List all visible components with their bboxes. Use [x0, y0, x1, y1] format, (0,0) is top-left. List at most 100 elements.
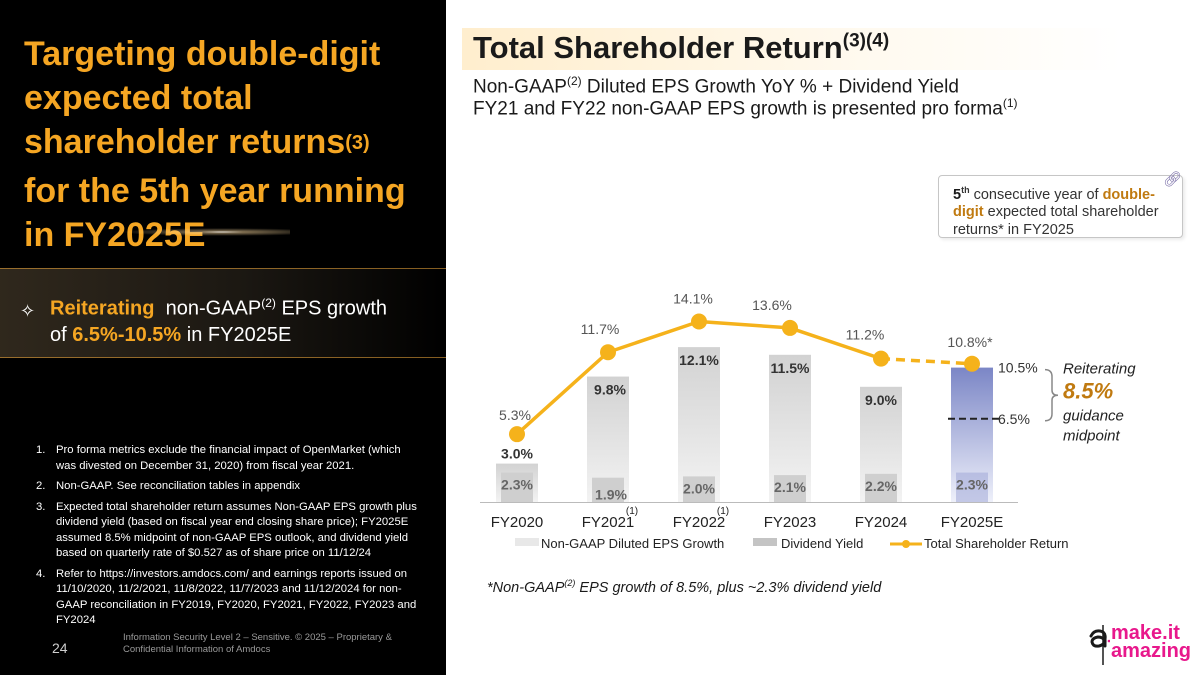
subtitle-1-sup: (2): [566, 74, 582, 88]
footnote-item: 2. Non-GAAP. See reconciliation tables in…: [36, 479, 421, 495]
x-axis-group: FY2020 FY2021(1)FY2022(1)FY2023 FY2024 FY20…: [480, 502, 1018, 531]
amdocs-logo-icon: [1089, 629, 1110, 648]
tsr-point: [782, 319, 798, 336]
tsr-label: 11.7%: [581, 321, 620, 337]
x-tick-label: FY2022: [673, 514, 726, 531]
banner-highlight: Reiterating: [50, 297, 155, 320]
eps-growth-label: 9.8%: [594, 382, 626, 398]
x-tick-label: FY2023: [764, 514, 817, 531]
dividend-yield-bar: [683, 476, 715, 502]
reiteration-banner: ✧ Reiterating non-GAAP(2) EPS growth of …: [0, 268, 446, 358]
tsr-point: [691, 313, 707, 330]
headline-line-4: for the 5th year running: [24, 172, 406, 210]
dividend-yield-bar: [592, 477, 624, 502]
guidance-note-a: Reiterating: [1063, 361, 1136, 378]
dividend-yield-label: 2.2%: [865, 478, 897, 494]
dividend-yield-bar: [774, 475, 806, 502]
dividend-yield-bar: [865, 473, 897, 502]
headline-footnote: (3): [345, 132, 370, 154]
tsr-point: [964, 355, 980, 372]
tsr-line-group: [509, 313, 980, 443]
title-highlight-bar: [462, 28, 1122, 70]
footnote-item: 4. Refer to https://investors.amdocs.com/…: [36, 567, 421, 629]
link-icon[interactable]: 🔗︎: [1163, 171, 1183, 188]
guidance-note-c: midpoint: [1063, 428, 1121, 445]
x-tick-footnote: (1): [717, 506, 729, 517]
callout-ordinal-sup: th: [961, 185, 970, 195]
footer-note-a: *Non-GAAP: [487, 579, 565, 596]
left-headline: Targeting double-digit expected total sh…: [24, 32, 434, 257]
footnote-item: 1. Pro forma metrics exclude the financia…: [36, 443, 421, 474]
subtitle-1-b: Diluted EPS Growth YoY % + Dividend Yiel…: [581, 76, 959, 98]
legend-swatch-dividend: [753, 538, 777, 546]
footnote-text: Refer to https://investors.amdocs.com/ a…: [56, 567, 417, 627]
banner-text-d: in FY2025E: [186, 323, 292, 346]
light-flare: [120, 228, 290, 236]
dividend-yield-bar: [956, 472, 988, 502]
tsr-label: 10.8%*: [947, 334, 993, 350]
brand-line-1: make.it: [1111, 622, 1180, 644]
headline-line-2: expected total: [24, 79, 253, 117]
page-title: Total Shareholder Return(3)(4): [473, 30, 889, 66]
footer-note-sup: (2): [564, 578, 576, 588]
tsr-point: [509, 426, 525, 443]
legend-swatch-eps: [515, 538, 539, 546]
guidance-brace: [1044, 368, 1059, 422]
tsr-line-dashed: [880, 356, 973, 366]
left-panel: Targeting double-digit expected total sh…: [0, 0, 446, 675]
legend-label-dividend: Dividend Yield: [781, 536, 863, 551]
callout-ordinal: 5: [953, 186, 962, 203]
subtitle-1-a: Non-GAAP: [473, 76, 567, 98]
callout-box: 5th consecutive year of double-digit exp…: [938, 175, 1183, 238]
footer-note: *Non-GAAP(2) EPS growth of 8.5%, plus ~2…: [487, 578, 881, 596]
legend-label-tsr: Total Shareholder Return: [924, 536, 1069, 551]
banner-range: 6.5%-10.5%: [72, 323, 182, 346]
banner-text-b: EPS growth: [281, 297, 388, 320]
subtitle-2-text: FY21 and FY22 non-GAAP EPS growth is pre…: [473, 98, 1003, 120]
footnote-text: Pro forma metrics exclude the financial …: [56, 444, 401, 472]
footnote-item: 3. Expected total shareholder return assu…: [36, 500, 421, 562]
tsr-label: 13.6%: [752, 297, 792, 313]
eps-growth-label: 9.0%: [865, 392, 897, 408]
x-tick-label: FY2020: [491, 514, 544, 531]
page-title-text: Total Shareholder Return: [473, 30, 843, 65]
headline-line-3: shareholder returns: [24, 123, 346, 161]
bars-group: [496, 347, 993, 502]
confidentiality-notice: Information Security Level 2 – Sensitive…: [123, 632, 392, 655]
tsr-point: [873, 350, 889, 367]
x-tick-label: FY2025E: [941, 514, 1004, 531]
dividend-yield-label: 2.1%: [774, 479, 806, 495]
legend-marker-tsr: [902, 540, 910, 548]
x-tick-label: FY2024: [855, 514, 908, 531]
footnote-number: 4.: [36, 567, 46, 580]
subtitle-2-sup: (1): [1002, 96, 1018, 110]
eps-growth-label: 3.0%: [501, 446, 533, 462]
dividend-yield-bar: [501, 472, 533, 502]
footnote-text: Non-GAAP. See reconciliation tables in a…: [56, 480, 301, 492]
headline-line-1: Targeting double-digit: [24, 35, 381, 73]
tsr-point: [600, 344, 616, 361]
dividend-yield-label: 2.3%: [956, 477, 988, 493]
callout-highlight: double-digit: [953, 186, 1155, 221]
legend-label-eps: Non-GAAP Diluted EPS Growth: [541, 536, 724, 551]
labels-group: 2.3% 3.0% 1.9% 9.8% 2.0% 12.1% 2.1% 11.5% 2.2% 9.…: [499, 291, 993, 503]
subtitle-line-1: Non-GAAP(2) Diluted EPS Growth YoY % + D…: [473, 74, 959, 98]
page-title-footnote: (3)(4): [842, 30, 890, 52]
eps-growth-label: 11.5%: [771, 360, 810, 376]
guidance-low-label: 6.5%: [998, 411, 1030, 427]
dividend-yield-label: 2.3%: [501, 477, 533, 493]
footnote-number: 3.: [36, 500, 46, 513]
brand-tagline: make.it amazing: [1111, 622, 1191, 661]
x-tick-footnote: (1): [626, 506, 638, 517]
tsr-label: 14.1%: [673, 291, 713, 307]
banner-text-c: of: [50, 323, 67, 346]
guidance-note-b: guidance: [1063, 408, 1124, 425]
sparkle-icon: ✧: [20, 301, 36, 321]
guidance-note-value: 8.5%: [1063, 379, 1113, 404]
guidance-high-label: 10.5%: [998, 360, 1038, 376]
callout-text: 5th consecutive year of double-digit exp…: [953, 182, 1181, 239]
footnote-text: Expected total shareholder return assume…: [56, 500, 417, 560]
brand-divider: [1102, 625, 1104, 665]
